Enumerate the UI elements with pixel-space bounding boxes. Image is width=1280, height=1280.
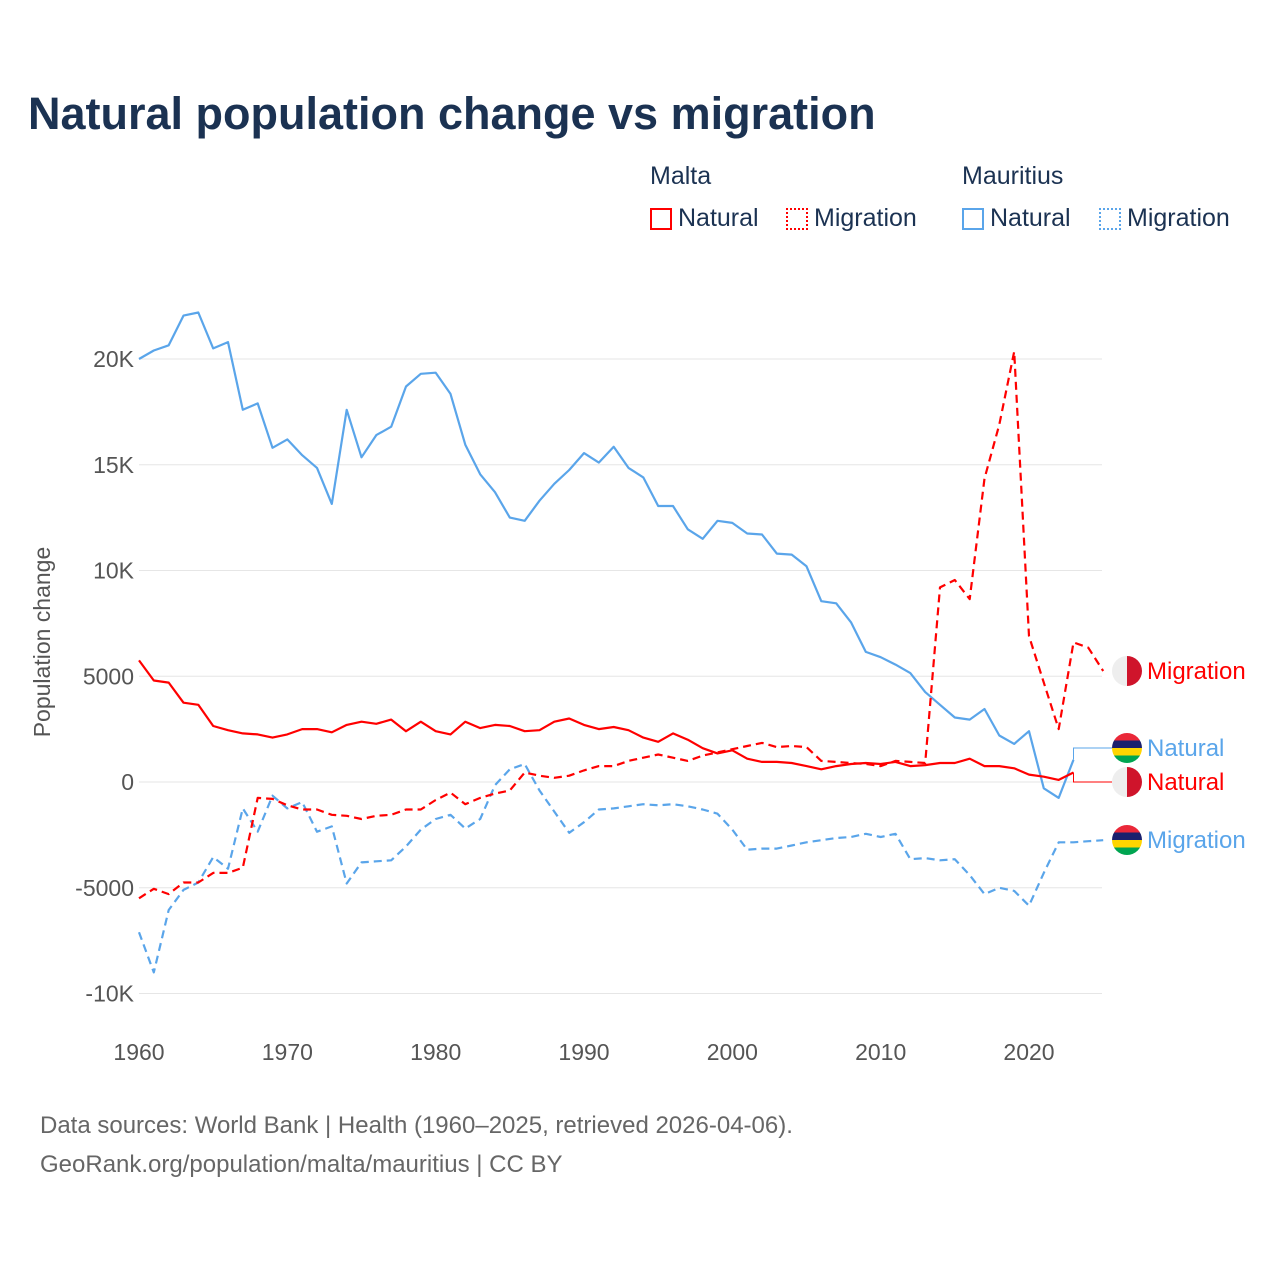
mauritius-flag-icon <box>1112 740 1142 749</box>
legend-malta-migration[interactable]: Migration <box>786 204 917 233</box>
mauritius-flag-icon <box>1112 755 1142 763</box>
y-tick-label: 20K <box>93 346 135 372</box>
series-line-malta-migration <box>138 350 1105 900</box>
label-leader-line <box>1073 772 1112 783</box>
solid-swatch-icon <box>962 207 984 230</box>
mauritius-flag-icon <box>1112 847 1142 855</box>
y-axis-label: Population change <box>29 547 55 738</box>
malta-flag-icon <box>1127 767 1142 797</box>
legend-group-mauritius: Mauritius <box>962 162 1064 190</box>
mauritius-flag-icon <box>1112 840 1142 848</box>
legend-label: Natural <box>990 204 1071 232</box>
malta-flag-icon <box>1112 767 1127 797</box>
y-tick-label: 15K <box>93 452 135 478</box>
y-tick-label: 0 <box>121 769 134 795</box>
legend-group-malta: Malta <box>650 162 712 190</box>
label-leader-line <box>1073 747 1112 760</box>
legend-malta-natural[interactable]: Natural <box>650 204 759 233</box>
y-tick-label: -5000 <box>75 875 134 901</box>
legend-label: Migration <box>1127 204 1230 232</box>
malta-flag-icon <box>1127 656 1142 686</box>
end-label: Natural <box>1147 735 1224 762</box>
x-tick-label: 1990 <box>558 1039 609 1065</box>
x-tick-label: 1980 <box>410 1039 461 1065</box>
end-label: Migration <box>1147 827 1246 854</box>
x-tick-label: 2020 <box>1003 1039 1054 1065</box>
source-link[interactable]: GeoRank.org/population/malta/mauritius |… <box>40 1151 563 1178</box>
series-line-mauritius-migration <box>137 762 1104 974</box>
mauritius-flag-icon <box>1112 748 1142 756</box>
end-label: Migration <box>1147 658 1246 685</box>
mauritius-flag-icon <box>1112 733 1142 741</box>
end-label: Natural <box>1147 769 1224 796</box>
mauritius-flag-icon <box>1112 825 1142 833</box>
dotted-swatch-icon <box>1099 207 1121 230</box>
x-tick-label: 2010 <box>855 1039 906 1065</box>
legend-label: Migration <box>814 204 917 232</box>
chart-title: Natural population change vs migration <box>28 88 876 139</box>
series-line-mauritius-natural <box>138 311 1075 800</box>
solid-swatch-icon <box>650 207 672 230</box>
x-tick-label: 1970 <box>262 1039 313 1065</box>
dotted-swatch-icon <box>786 207 808 230</box>
y-tick-label: 5000 <box>83 663 134 689</box>
mauritius-flag-icon <box>1112 832 1142 841</box>
series-line-malta-natural <box>138 659 1074 782</box>
y-tick-label: 10K <box>93 558 135 584</box>
x-tick-label: 2000 <box>707 1039 758 1065</box>
x-tick-label: 1960 <box>113 1039 164 1065</box>
data-sources: Data sources: World Bank | Health (1960–… <box>40 1112 793 1139</box>
footer: Data sources: World Bank | Health (1960–… <box>40 1106 793 1184</box>
y-tick-label: -10K <box>85 981 134 1007</box>
legend-label: Natural <box>678 204 759 232</box>
malta-flag-icon <box>1112 656 1127 686</box>
legend-mauritius-migration[interactable]: Migration <box>1099 204 1230 233</box>
legend-mauritius-natural[interactable]: Natural <box>962 204 1071 233</box>
